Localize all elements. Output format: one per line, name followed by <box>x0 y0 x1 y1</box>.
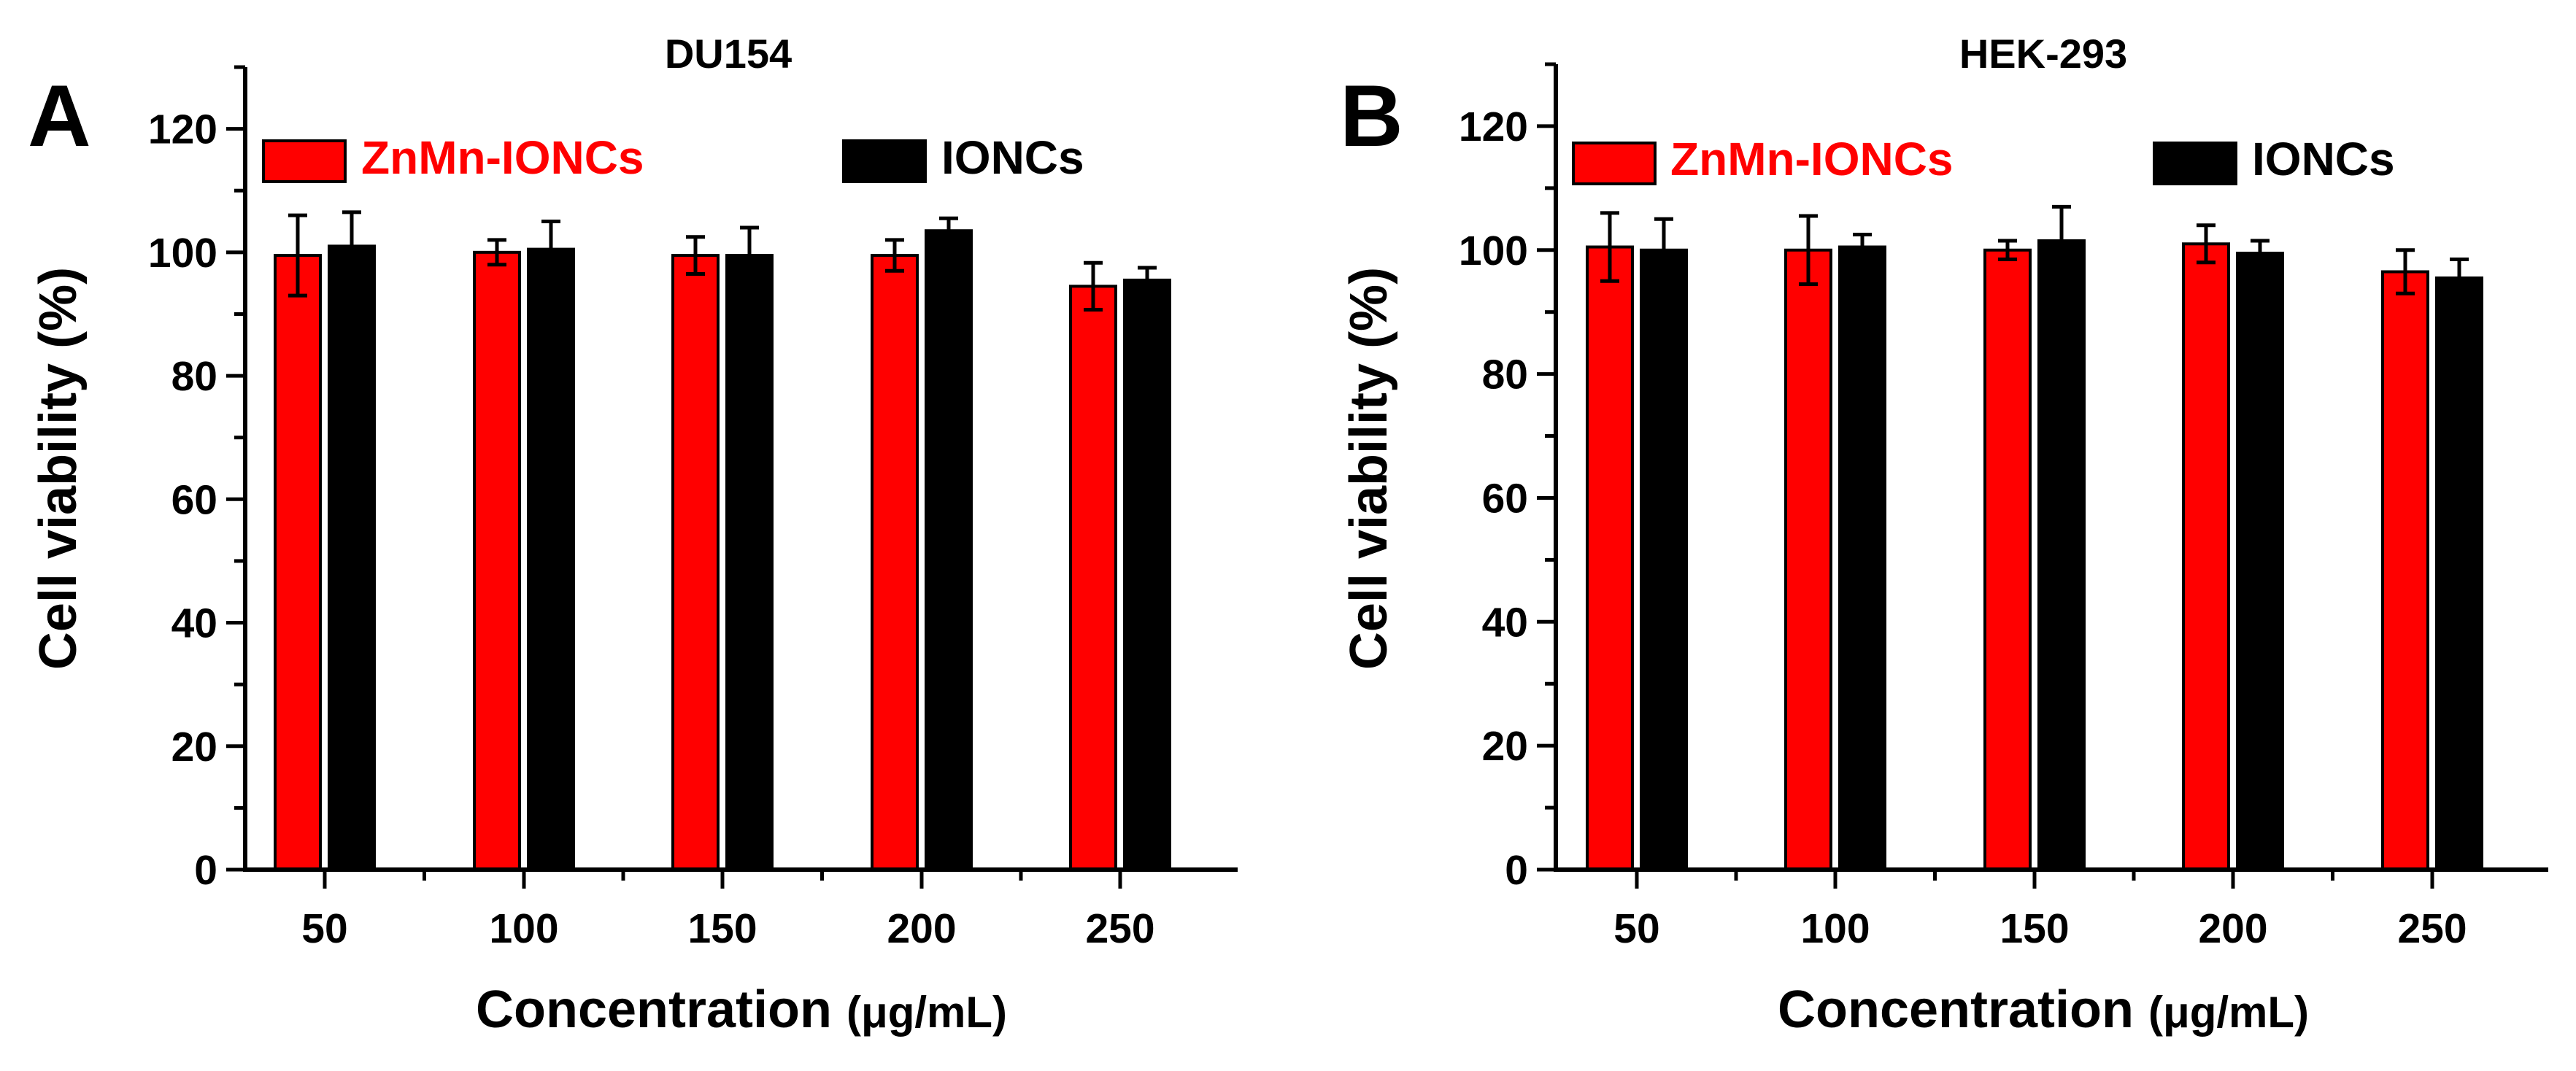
bar <box>328 244 376 871</box>
chart-title: DU154 <box>665 31 792 77</box>
bar <box>2381 270 2429 871</box>
y-tick-label: 80 <box>1482 352 1528 398</box>
legend-swatch <box>1572 142 1657 185</box>
bar <box>2182 242 2230 871</box>
x-tick-label: 250 <box>1085 905 1154 952</box>
bar <box>725 254 774 872</box>
y-tick-label: 0 <box>1505 847 1528 894</box>
legend-label: IONCs <box>2252 133 2395 185</box>
x-tick-label: 100 <box>1800 905 1870 952</box>
legend-label: IONCs <box>941 131 1084 184</box>
bar <box>871 254 919 872</box>
bar <box>1069 285 1117 871</box>
bar <box>274 254 322 872</box>
x-axis-label-unit: (μg/mL) <box>847 988 1007 1037</box>
chart-panel-b: 0 20 40 60 80 100 120 50 100 150 200 250 HEK-293 B Cel… <box>1340 31 2548 1039</box>
x-axis-label-main: Concentration <box>1778 981 2148 1039</box>
y-tick-label: 60 <box>1482 475 1528 522</box>
panel-label: B <box>1340 67 1403 165</box>
chart-panel-a: 0 20 40 60 80 100 120 50 100 150 200 250 DU154 A Cell … <box>28 31 1238 1039</box>
x-tick-label: 100 <box>489 905 558 952</box>
bar <box>1640 248 1688 871</box>
y-tick-label: 120 <box>1459 104 1528 150</box>
x-axis-label-main: Concentration <box>476 981 847 1039</box>
bar <box>473 250 521 872</box>
bar <box>1838 245 1886 871</box>
chart-title: HEK-293 <box>1959 31 2127 77</box>
y-tick-label: 20 <box>171 724 217 770</box>
y-tick-label: 20 <box>1482 723 1528 770</box>
bar <box>527 247 575 872</box>
bar <box>1123 278 1171 871</box>
bar <box>925 229 973 871</box>
y-tick-label: 100 <box>148 230 217 277</box>
y-tick-label: 120 <box>148 107 217 153</box>
legend-swatch <box>262 139 347 183</box>
bar <box>1586 245 1634 871</box>
x-axis-label: Concentration (μg/mL) <box>1778 981 2309 1039</box>
bar <box>1983 248 2032 871</box>
y-axis-label: Cell viability (%) <box>1340 267 1398 670</box>
legend-label: ZnMn-IONCs <box>361 131 644 184</box>
x-tick-label: 200 <box>887 905 956 952</box>
x-axis-label-unit: (μg/mL) <box>2148 988 2309 1037</box>
y-tick-label: 80 <box>171 353 217 400</box>
x-tick-label: 250 <box>2397 905 2467 952</box>
x-tick-label: 200 <box>2198 905 2267 952</box>
panel-label: A <box>28 67 91 165</box>
y-tick-label: 100 <box>1459 228 1528 274</box>
legend-label: ZnMn-IONCs <box>1670 133 1954 185</box>
legend-swatch <box>842 139 927 183</box>
y-tick-label: 40 <box>1482 599 1528 646</box>
x-tick-label: 150 <box>2000 905 2069 952</box>
bar <box>2435 276 2483 871</box>
x-tick-label: 150 <box>687 905 757 952</box>
bar <box>2037 239 2086 871</box>
bar <box>1784 248 1832 871</box>
legend-swatch <box>2153 142 2237 185</box>
x-tick-label: 50 <box>1613 905 1659 952</box>
bar <box>671 254 720 872</box>
x-tick-label: 50 <box>301 905 347 952</box>
x-axis-label: Concentration (μg/mL) <box>476 981 1007 1039</box>
bar <box>2236 252 2284 871</box>
y-tick-label: 40 <box>171 600 217 647</box>
y-axis-label: Cell viability (%) <box>29 267 88 670</box>
y-tick-label: 0 <box>194 847 217 894</box>
y-tick-label: 60 <box>171 476 217 523</box>
